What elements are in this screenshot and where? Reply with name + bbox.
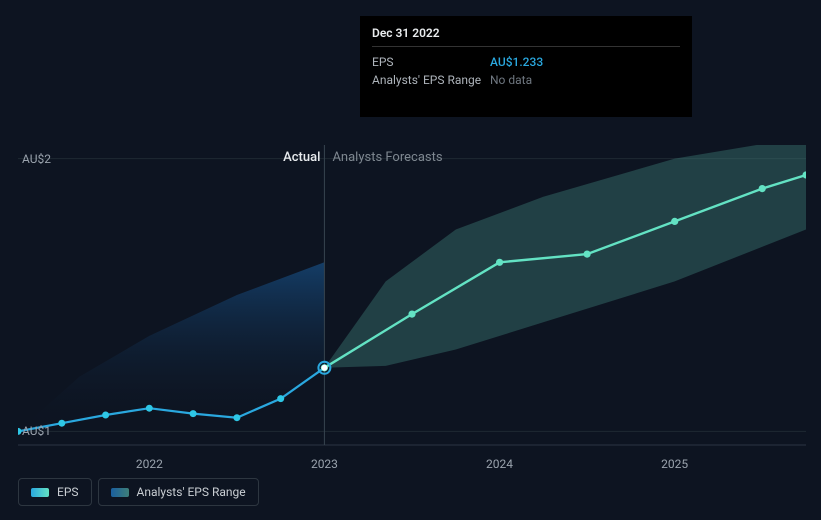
y-axis-label: AU$1 xyxy=(22,424,51,438)
tooltip-range-value: No data xyxy=(490,71,532,89)
forecast-marker xyxy=(408,311,415,318)
legend-item-range[interactable]: Analysts' EPS Range xyxy=(98,478,259,506)
x-axis-label: 2025 xyxy=(661,457,688,471)
legend-label-eps: EPS xyxy=(57,485,79,499)
x-axis-label: 2022 xyxy=(136,457,163,471)
tooltip: Dec 31 2022 EPS AU$1.233 Analysts' EPS R… xyxy=(360,16,692,117)
forecast-marker xyxy=(671,218,678,225)
region-label-actual: Actual xyxy=(274,150,320,165)
y-axis-label: AU$2 xyxy=(22,152,51,166)
tooltip-row-eps: EPS AU$1.233 xyxy=(372,53,680,71)
region-label-forecast: Analysts Forecasts xyxy=(332,150,442,165)
chart-container: Dec 31 2022 EPS AU$1.233 Analysts' EPS R… xyxy=(0,0,821,520)
x-axis-label: 2024 xyxy=(486,457,513,471)
legend-item-eps[interactable]: EPS xyxy=(18,478,92,506)
tooltip-row-range: Analysts' EPS Range No data xyxy=(372,71,680,89)
forecast-marker xyxy=(496,259,503,266)
forecast-marker xyxy=(759,185,766,192)
legend: EPS Analysts' EPS Range xyxy=(18,478,259,506)
x-axis-label: 2023 xyxy=(311,457,338,471)
actual-marker xyxy=(146,405,153,412)
actual-marker xyxy=(190,410,197,417)
chart-plot-area[interactable]: AU$1 AU$2 2022 2023 2024 2025 xyxy=(18,145,806,475)
legend-swatch-eps xyxy=(31,488,49,497)
chart-svg xyxy=(18,145,806,475)
legend-label-range: Analysts' EPS Range xyxy=(137,485,246,499)
actual-marker xyxy=(277,395,284,402)
highlight-marker-dot xyxy=(321,365,327,371)
forecast-marker xyxy=(584,251,591,258)
actual-marker xyxy=(58,420,65,427)
tooltip-eps-value: AU$1.233 xyxy=(490,53,543,71)
tooltip-eps-label: EPS xyxy=(372,53,490,71)
actual-marker xyxy=(102,412,109,419)
legend-swatch-range xyxy=(111,488,129,497)
tooltip-date: Dec 31 2022 xyxy=(372,26,680,47)
tooltip-range-label: Analysts' EPS Range xyxy=(372,71,490,89)
actual-range-band xyxy=(18,262,324,431)
actual-marker xyxy=(233,414,240,421)
